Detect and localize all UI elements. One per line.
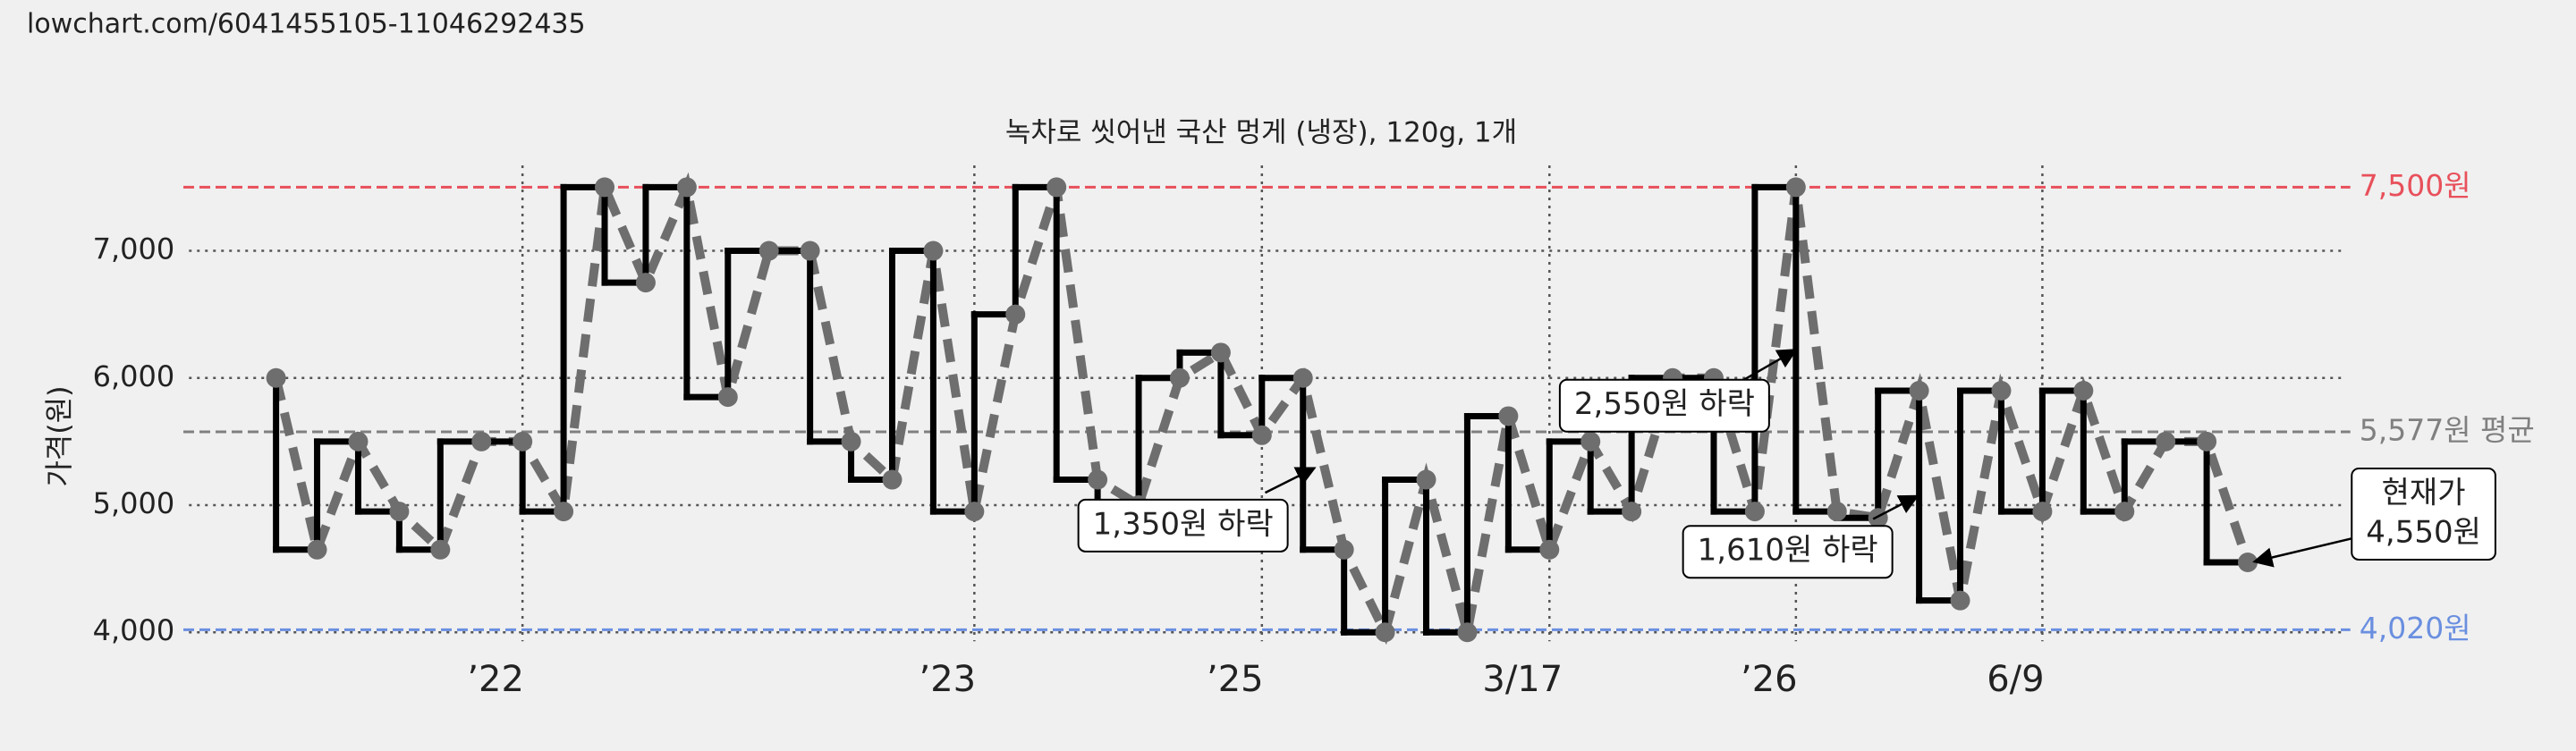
point <box>635 273 656 293</box>
point <box>923 240 944 261</box>
annotation: 2,550원 하락 <box>1558 378 1770 433</box>
point <box>1334 539 1354 560</box>
point <box>758 240 779 261</box>
point <box>1088 469 1108 490</box>
point <box>717 387 738 408</box>
point <box>1005 304 1026 325</box>
point <box>1210 342 1231 363</box>
point <box>1622 502 1642 522</box>
point <box>554 502 574 522</box>
point <box>1251 425 1272 445</box>
annotation: 1,350원 하락 <box>1077 498 1289 553</box>
point <box>841 431 861 451</box>
point <box>348 431 369 451</box>
point <box>800 240 820 261</box>
annotation-text: 4,550원 <box>2366 514 2481 550</box>
annotation-arrow <box>1264 467 1317 494</box>
url: lowchart.com/6041455105-11046292435 <box>27 9 586 40</box>
reference-label: 4,020원 <box>2360 611 2471 646</box>
annotation: 1,610원 하락 <box>1682 525 1894 579</box>
point <box>1826 502 1847 522</box>
reference-label: 7,500원 <box>2360 168 2471 203</box>
annotation-box <box>1558 378 1770 433</box>
point <box>1539 539 1560 560</box>
point <box>2197 431 2217 451</box>
x-tick-label: ’23 <box>919 659 977 700</box>
point <box>2156 431 2176 451</box>
point <box>471 431 492 451</box>
point <box>1292 367 1313 388</box>
point <box>1991 380 2012 401</box>
point <box>1580 431 1601 451</box>
annotation-box <box>2351 467 2496 561</box>
point <box>1498 406 1519 426</box>
point <box>882 469 902 490</box>
point <box>1375 622 1395 643</box>
point <box>2032 502 2053 522</box>
point <box>595 177 615 198</box>
point <box>513 431 533 451</box>
point <box>2073 380 2094 401</box>
point <box>1046 177 1067 198</box>
point <box>266 367 286 388</box>
y-tick-label: 6,000 <box>93 359 175 393</box>
annotation-text: 현재가 <box>2382 475 2466 511</box>
point <box>1950 590 1970 611</box>
point <box>307 539 327 560</box>
point <box>430 539 451 560</box>
x-tick-label: ’25 <box>1207 659 1264 700</box>
point <box>676 177 697 198</box>
annotation-text: 2,550원 하락 <box>1574 386 1755 422</box>
annotation-box <box>1077 498 1289 553</box>
point <box>1744 502 1765 522</box>
point <box>2114 502 2135 522</box>
x-tick-label: 3/17 <box>1482 659 1563 700</box>
point <box>1909 380 1929 401</box>
annotation-text: 1,610원 하락 <box>1698 533 1878 569</box>
point <box>1169 367 1190 388</box>
y-tick-label: 7,000 <box>93 232 175 266</box>
reference-label: 5,577원 평균 <box>2360 412 2535 447</box>
point <box>1868 508 1888 528</box>
x-tick-label: 6/9 <box>1987 659 2044 700</box>
y-tick-label: 5,000 <box>93 486 175 520</box>
point <box>389 502 410 522</box>
x-tick-label: ’22 <box>467 659 524 700</box>
point <box>964 502 985 522</box>
annotation-box <box>1682 525 1894 579</box>
annotation-arrow <box>2252 536 2359 568</box>
chart-title: 녹차로 씻어낸 국산 멍게 (냉장), 120g, 1개 <box>1005 117 1517 149</box>
point <box>1416 469 1436 490</box>
point <box>1457 622 1478 643</box>
annotation-text: 1,350원 하락 <box>1093 506 1274 542</box>
y-tick-label: 4,000 <box>93 613 175 647</box>
x-tick-label: ’26 <box>1741 659 1798 700</box>
annotation-arrow <box>1872 494 1919 520</box>
point <box>1785 177 1806 198</box>
annotation-arrow <box>1741 349 1798 383</box>
y-axis-label: 가격(원) <box>42 385 76 486</box>
